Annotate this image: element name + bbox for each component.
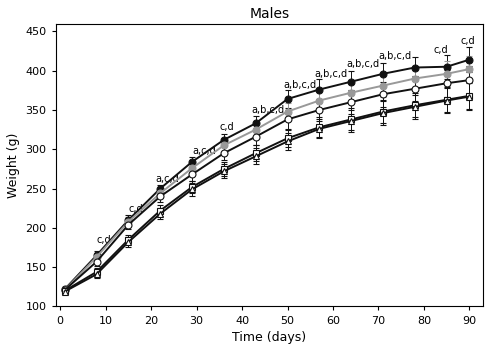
Text: c,d: c,d [128, 204, 143, 214]
Text: a,b,c,d: a,b,c,d [378, 51, 412, 61]
Text: c,d: c,d [433, 45, 448, 55]
Text: c,d: c,d [460, 35, 475, 46]
Text: c,d: c,d [220, 122, 234, 132]
Text: a,b,c,d: a,b,c,d [315, 68, 348, 79]
X-axis label: Time (days): Time (days) [232, 331, 306, 344]
Title: Males: Males [249, 7, 290, 21]
Y-axis label: Weight (g): Weight (g) [7, 132, 20, 198]
Text: a,c,d: a,c,d [156, 174, 179, 184]
Text: a,c,d: a,c,d [192, 146, 216, 155]
Text: a,b,c,d: a,b,c,d [346, 59, 380, 69]
Text: a,b,c,d: a,b,c,d [251, 105, 284, 115]
Text: c,d: c,d [97, 235, 111, 245]
Text: a,b,c,d: a,b,c,d [283, 80, 316, 90]
